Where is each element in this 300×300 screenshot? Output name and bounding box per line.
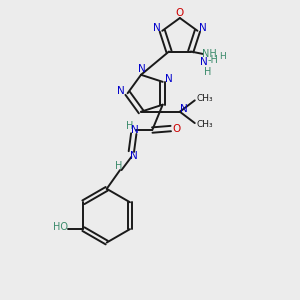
Text: O: O xyxy=(172,124,181,134)
Text: H: H xyxy=(115,161,122,172)
Text: N: N xyxy=(165,74,173,85)
Text: H: H xyxy=(204,68,212,77)
Text: CH₃: CH₃ xyxy=(196,94,213,103)
Text: N: N xyxy=(130,151,138,161)
Text: N: N xyxy=(179,104,187,114)
Text: N: N xyxy=(117,86,125,96)
Text: H: H xyxy=(219,52,226,62)
Text: O: O xyxy=(176,8,184,18)
Text: CH₃: CH₃ xyxy=(196,120,213,129)
Text: HO: HO xyxy=(53,222,68,232)
Text: N: N xyxy=(200,57,208,67)
Text: N: N xyxy=(199,23,207,33)
Text: N: N xyxy=(153,23,161,33)
Text: N: N xyxy=(131,125,139,135)
Text: N: N xyxy=(138,64,146,74)
Text: NH: NH xyxy=(202,49,217,59)
Text: H: H xyxy=(127,122,134,131)
Text: -H: -H xyxy=(207,56,218,65)
